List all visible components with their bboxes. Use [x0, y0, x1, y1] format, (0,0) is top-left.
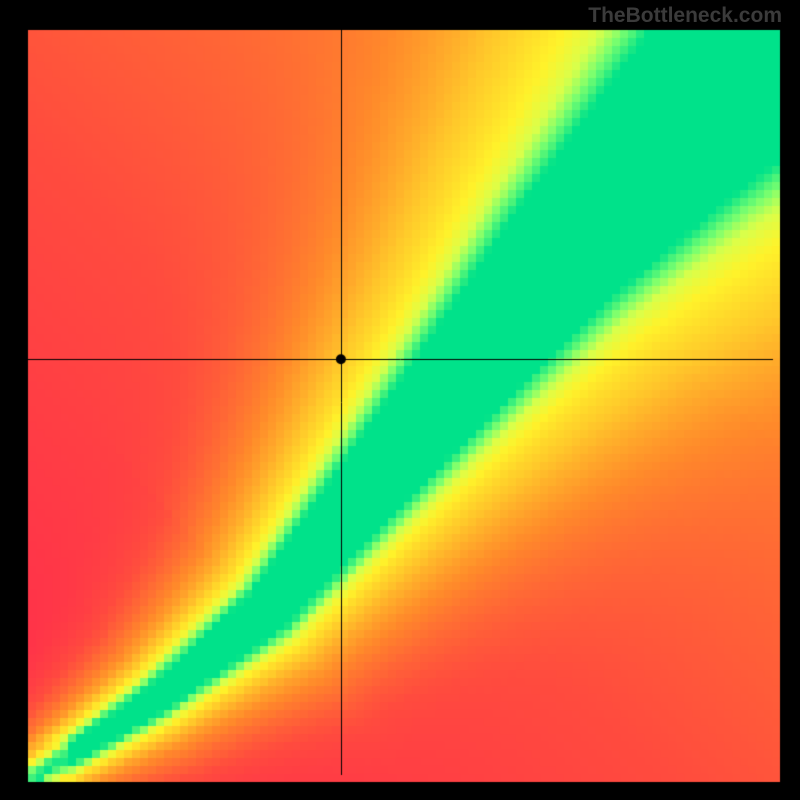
chart-container: TheBottleneck.com	[0, 0, 800, 800]
watermark-text: TheBottleneck.com	[588, 4, 782, 28]
heatmap-canvas	[0, 0, 800, 800]
